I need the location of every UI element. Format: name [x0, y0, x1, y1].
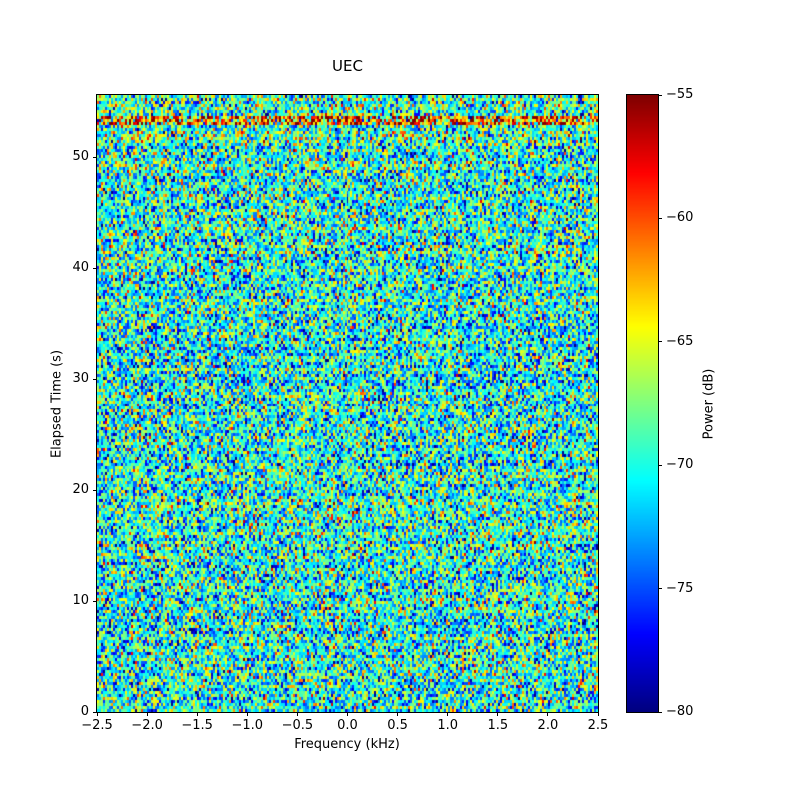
colorbar-tick-label: −55: [666, 87, 694, 102]
colorbar-tick: [658, 464, 662, 466]
x-axis-label: Frequency (kHz): [294, 737, 400, 752]
colorbar-tick-label: −60: [666, 210, 694, 226]
x-tick: [347, 712, 348, 716]
plot-title: UEC: [332, 56, 363, 75]
x-tick-label: 0.5: [387, 718, 408, 733]
x-tick: [196, 712, 198, 716]
y-tick-label: 40: [72, 260, 89, 276]
x-tick-label: −1.5: [181, 718, 213, 733]
x-tick: [397, 712, 399, 716]
x-tick: [296, 712, 298, 716]
colorbar-tick: [658, 341, 662, 343]
x-tick: [547, 712, 549, 716]
x-tick: [597, 712, 599, 716]
colorbar-tick: [658, 711, 662, 713]
y-tick: [93, 711, 97, 713]
y-tick-label: 10: [72, 593, 89, 609]
colorbar-tick: [658, 217, 662, 219]
x-tick-label: 1.0: [437, 718, 459, 733]
x-tick-label: 0.0: [337, 718, 358, 733]
y-tick: [93, 489, 97, 491]
y-tick-label: 30: [72, 371, 89, 387]
spectrogram-heatmap: [97, 95, 598, 712]
y-tick: [93, 378, 97, 380]
y-tick: [93, 600, 97, 602]
x-tick-label: −2.5: [81, 718, 113, 733]
y-tick-label: 50: [72, 149, 89, 165]
y-tick-label: 20: [72, 482, 89, 498]
x-tick-label: 2.0: [537, 718, 559, 733]
x-tick: [246, 712, 248, 716]
x-tick-label: 2.5: [587, 718, 609, 733]
x-tick-label: −2.0: [131, 718, 163, 733]
y-tick: [93, 267, 97, 269]
x-tick-label: 1.5: [487, 718, 509, 733]
colorbar-tick-label: −80: [666, 704, 694, 719]
x-tick-label: −0.5: [281, 718, 314, 733]
y-axis-label: Elapsed Time (s): [49, 349, 65, 459]
x-tick-label: −1.0: [231, 718, 264, 733]
colorbar-label: Power (dB): [701, 368, 717, 440]
colorbar-tick-label: −70: [666, 457, 694, 473]
colorbar: [627, 95, 658, 712]
colorbar-tick-label: −65: [666, 333, 694, 349]
colorbar-tick: [658, 588, 662, 590]
y-tick-label: 0: [80, 704, 89, 719]
x-tick: [497, 712, 499, 716]
x-tick: [146, 712, 148, 716]
x-tick: [96, 712, 98, 716]
colorbar-tick-label: −75: [666, 580, 694, 596]
colorbar-tick: [658, 94, 662, 96]
y-tick: [93, 156, 97, 158]
x-tick: [447, 712, 449, 716]
